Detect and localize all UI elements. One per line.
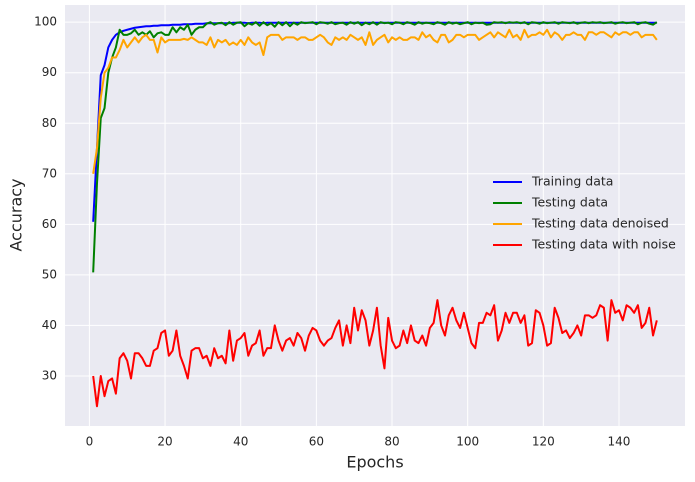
x-tick-label: 0 (86, 435, 94, 449)
x-tick-label: 120 (532, 435, 555, 449)
legend-label: Testing data denoised (531, 216, 669, 231)
y-tick-label: 30 (42, 368, 57, 382)
x-tick-label: 60 (309, 435, 324, 449)
y-tick-label: 100 (34, 15, 57, 29)
legend-label: Testing data (531, 195, 608, 210)
x-tick-label: 100 (456, 435, 479, 449)
series-line (92, 299, 658, 408)
x-tick-label: 80 (384, 435, 399, 449)
x-tick-label: 20 (157, 435, 172, 449)
y-tick-label: 40 (42, 318, 57, 332)
y-tick-label: 50 (42, 267, 57, 281)
x-axis-label: Epochs (346, 453, 403, 472)
x-tick-label: 140 (608, 435, 631, 449)
y-tick-label: 90 (42, 65, 57, 79)
y-tick-label: 60 (42, 217, 57, 231)
x-tick-label: 40 (233, 435, 248, 449)
legend-label: Testing data with noise (531, 237, 676, 252)
y-tick-label: 70 (42, 166, 57, 180)
y-axis-label: Accuracy (7, 178, 26, 251)
legend-label: Training data (531, 174, 613, 189)
y-tick-label: 80 (42, 116, 57, 130)
series-line (92, 21, 658, 273)
series-line (92, 28, 658, 174)
